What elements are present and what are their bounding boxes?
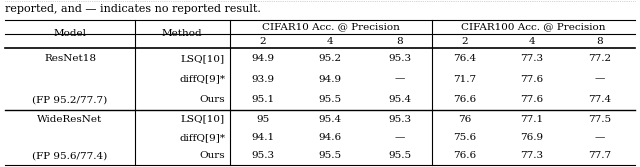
Text: 95: 95 (257, 115, 269, 124)
Text: —: — (395, 133, 405, 142)
Text: 94.6: 94.6 (319, 133, 342, 142)
Text: LSQ[10]: LSQ[10] (181, 115, 225, 124)
Text: 77.6: 77.6 (520, 95, 543, 104)
Text: 77.4: 77.4 (588, 95, 612, 104)
Text: 77.3: 77.3 (520, 151, 543, 160)
Text: ResNet18: ResNet18 (44, 54, 96, 63)
Text: 77.5: 77.5 (588, 115, 612, 124)
Text: 95.3: 95.3 (388, 54, 412, 63)
Text: 77.2: 77.2 (588, 54, 612, 63)
Text: 94.9: 94.9 (252, 54, 275, 63)
Text: 75.6: 75.6 (453, 133, 477, 142)
Text: 8: 8 (397, 37, 403, 45)
Text: 95.4: 95.4 (388, 95, 412, 104)
Text: 4: 4 (326, 37, 333, 45)
Text: Method: Method (162, 30, 202, 39)
Text: 76.9: 76.9 (520, 133, 543, 142)
Text: 76.6: 76.6 (453, 95, 477, 104)
Text: CIFAR100 Acc. @ Precision: CIFAR100 Acc. @ Precision (461, 23, 605, 32)
Text: (FP 95.2/77.7): (FP 95.2/77.7) (33, 95, 108, 104)
Text: reported, and — indicates no reported result.: reported, and — indicates no reported re… (5, 4, 261, 14)
Text: 94.1: 94.1 (252, 133, 275, 142)
Text: 2: 2 (461, 37, 468, 45)
Text: 95.5: 95.5 (388, 151, 412, 160)
Text: Ours: Ours (200, 95, 225, 104)
Text: 95.5: 95.5 (319, 95, 342, 104)
Text: —: — (595, 133, 605, 142)
Text: 8: 8 (596, 37, 604, 45)
Text: —: — (595, 74, 605, 84)
Text: 95.2: 95.2 (319, 54, 342, 63)
Text: —: — (395, 74, 405, 84)
Text: WideResNet: WideResNet (37, 115, 102, 124)
Text: 2: 2 (260, 37, 266, 45)
Text: 77.3: 77.3 (520, 54, 543, 63)
Text: (FP 95.6/77.4): (FP 95.6/77.4) (33, 151, 108, 160)
Text: Model: Model (54, 30, 86, 39)
Text: 71.7: 71.7 (453, 74, 477, 84)
Text: LSQ[10]: LSQ[10] (181, 54, 225, 63)
Text: 77.1: 77.1 (520, 115, 543, 124)
Text: 93.9: 93.9 (252, 74, 275, 84)
Text: 95.3: 95.3 (252, 151, 275, 160)
Text: 95.1: 95.1 (252, 95, 275, 104)
Text: 76: 76 (458, 115, 472, 124)
Text: diffQ[9]*: diffQ[9]* (179, 133, 225, 142)
Text: 4: 4 (529, 37, 535, 45)
Text: 95.5: 95.5 (319, 151, 342, 160)
Text: 77.7: 77.7 (588, 151, 612, 160)
Text: diffQ[9]*: diffQ[9]* (179, 74, 225, 84)
Text: 76.6: 76.6 (453, 151, 477, 160)
Text: 76.4: 76.4 (453, 54, 477, 63)
Text: 95.3: 95.3 (388, 115, 412, 124)
Text: 95.4: 95.4 (319, 115, 342, 124)
Text: 94.9: 94.9 (319, 74, 342, 84)
Text: Ours: Ours (200, 151, 225, 160)
Text: 77.6: 77.6 (520, 74, 543, 84)
Text: CIFAR10 Acc. @ Precision: CIFAR10 Acc. @ Precision (262, 23, 400, 32)
